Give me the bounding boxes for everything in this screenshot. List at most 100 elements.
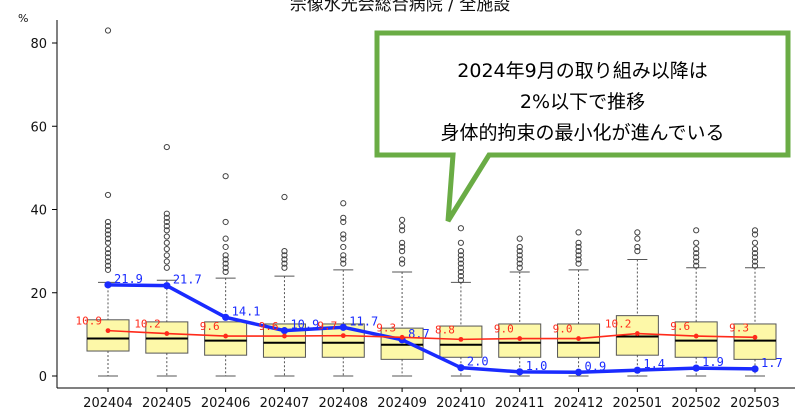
- outlier-point: [634, 248, 641, 255]
- outlier-point: [457, 252, 465, 259]
- series-point: [340, 333, 346, 339]
- chart-title: 宗像水光会総合病院 / 全施設: [290, 0, 511, 15]
- outlier-point: [693, 254, 700, 261]
- x-tick-label: 202411: [495, 396, 545, 411]
- series-point: [222, 313, 230, 321]
- box-iqr: [145, 321, 189, 354]
- outlier-point: [340, 214, 347, 221]
- data-label: 11.7: [349, 314, 378, 328]
- outlier-point: [222, 235, 229, 242]
- x-tick-label: 202408: [318, 396, 368, 411]
- outlier-point: [693, 262, 700, 269]
- data-label: 10.9: [76, 315, 103, 328]
- outlier-point: [457, 225, 465, 232]
- outlier-point: [516, 248, 523, 255]
- series-point: [693, 333, 699, 339]
- outlier-point: [340, 243, 347, 251]
- outlier-point: [163, 210, 170, 217]
- x-tick-label: 202501: [613, 396, 663, 411]
- data-label: 0.9: [585, 359, 607, 373]
- outlier-point: [751, 254, 759, 261]
- outlier-point: [163, 258, 170, 265]
- data-label: 14.1: [232, 304, 261, 318]
- box-iqr: [674, 321, 718, 358]
- outlier-point: [340, 218, 347, 226]
- series-point: [223, 333, 229, 339]
- outlier-point: [163, 214, 170, 221]
- outlier-point: [163, 227, 170, 234]
- box-plot: [380, 216, 424, 377]
- box-plot: [674, 227, 718, 377]
- outlier-point: [222, 243, 229, 251]
- data-label: 9.0: [494, 323, 514, 336]
- outlier-point: [222, 252, 229, 259]
- outlier-point: [104, 191, 112, 199]
- outlier-point: [104, 218, 112, 226]
- outlier-point: [634, 235, 641, 242]
- outlier-point: [634, 243, 641, 251]
- box-plot: [733, 227, 777, 377]
- outlier-point: [340, 235, 347, 242]
- data-label: 21.9: [114, 272, 143, 286]
- series-point: [516, 368, 524, 376]
- outlier-point: [457, 268, 465, 276]
- outlier-point: [751, 239, 759, 246]
- series-point: [692, 364, 700, 372]
- data-label: 9.3: [376, 321, 396, 334]
- outlier-point: [104, 231, 112, 238]
- series-point: [104, 281, 112, 289]
- outlier-point: [575, 239, 582, 246]
- series-line-red: [107, 329, 756, 341]
- outlier-point: [457, 277, 465, 284]
- data-label: 10.2: [134, 318, 161, 331]
- data-label: 9.0: [553, 323, 573, 336]
- outlier-point: [751, 245, 759, 253]
- data-label: 1.7: [761, 356, 783, 370]
- outlier-point: [104, 254, 112, 261]
- callout-text-line: 2024年9月の取り組み以降は: [457, 60, 707, 82]
- series-point: [576, 336, 581, 341]
- outlier-point: [398, 227, 406, 234]
- outlier-point: [163, 245, 170, 253]
- outlier-point: [104, 27, 112, 34]
- axes: 0 20 40 60 80 202404 202405 202406 202407 202408 2…: [30, 20, 795, 411]
- outlier-point: [340, 231, 347, 238]
- outlier-point: [104, 235, 112, 242]
- series-point: [457, 364, 465, 372]
- data-label: 9.6: [200, 320, 220, 333]
- box-iqr: [733, 323, 777, 360]
- outlier-point: [457, 239, 465, 246]
- outlier-point: [340, 260, 347, 267]
- data-label: 9.3: [729, 321, 749, 334]
- series-point: [574, 368, 583, 376]
- outlier-point: [516, 264, 523, 271]
- data-label: 9.7: [317, 320, 337, 333]
- y-tick-label: 0: [39, 370, 47, 385]
- outlier-point: [398, 243, 406, 251]
- outlier-point: [693, 239, 700, 246]
- outlier-point: [281, 256, 288, 263]
- outlier-point: [693, 250, 700, 257]
- outlier-point: [516, 252, 523, 259]
- outlier-point: [398, 223, 406, 230]
- outlier-point: [398, 260, 406, 267]
- outlier-point: [693, 245, 700, 253]
- outlier-point: [222, 268, 229, 276]
- outlier-point: [457, 248, 465, 255]
- series-point: [282, 333, 287, 339]
- data-label: 2.0: [467, 355, 489, 369]
- outlier-point: [104, 239, 112, 246]
- x-tick-label: 202503: [730, 396, 780, 411]
- outlier-point: [516, 260, 523, 267]
- outlier-point: [398, 216, 406, 224]
- outlier-point: [457, 256, 465, 263]
- x-tick-label: 202405: [142, 396, 192, 411]
- outlier-point: [634, 229, 641, 236]
- y-tick-label: 40: [30, 204, 47, 219]
- outlier-point: [281, 252, 288, 259]
- outlier-point: [163, 252, 170, 259]
- outlier-point: [398, 248, 406, 255]
- outlier-point: [104, 223, 112, 230]
- outlier-point: [751, 227, 759, 234]
